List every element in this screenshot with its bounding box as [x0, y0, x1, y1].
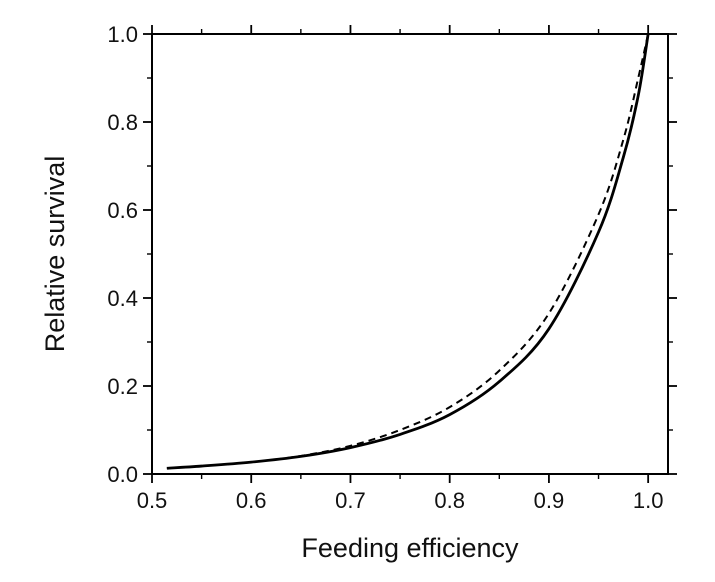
y-axis-title: Relative survival — [40, 156, 70, 353]
axis-labels: Feeding efficiency Relative survival — [40, 156, 519, 563]
x-tick-label: 0.6 — [236, 488, 267, 513]
x-tick-label: 1.0 — [633, 488, 664, 513]
x-tick-label: 0.8 — [434, 488, 465, 513]
y-tick-label: 0.6 — [107, 198, 138, 223]
y-tick-label: 0.0 — [107, 462, 138, 487]
dashed-series-line — [166, 33, 650, 470]
y-tick-label: 0.8 — [107, 110, 138, 135]
x-tick-label: 0.9 — [534, 488, 565, 513]
solid-series-line — [166, 33, 650, 470]
x-tick-label: 0.5 — [137, 488, 168, 513]
axes: 0.5 0.6 0.7 0.8 0.9 1.0 0.0 0.2 0.4 0.6 0.8 1.0 — [107, 22, 677, 513]
x-axis-title: Feeding efficiency — [301, 533, 519, 563]
y-tick-label: 1.0 — [107, 22, 138, 47]
plot-series — [166, 33, 650, 470]
plot-frame — [151, 33, 669, 475]
x-tick-label: 0.7 — [335, 488, 366, 513]
y-tick-label: 0.2 — [107, 374, 138, 399]
y-tick-label: 0.4 — [107, 286, 138, 311]
